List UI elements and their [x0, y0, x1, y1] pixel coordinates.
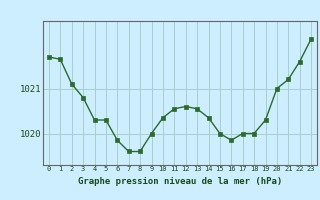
X-axis label: Graphe pression niveau de la mer (hPa): Graphe pression niveau de la mer (hPa): [78, 177, 282, 186]
